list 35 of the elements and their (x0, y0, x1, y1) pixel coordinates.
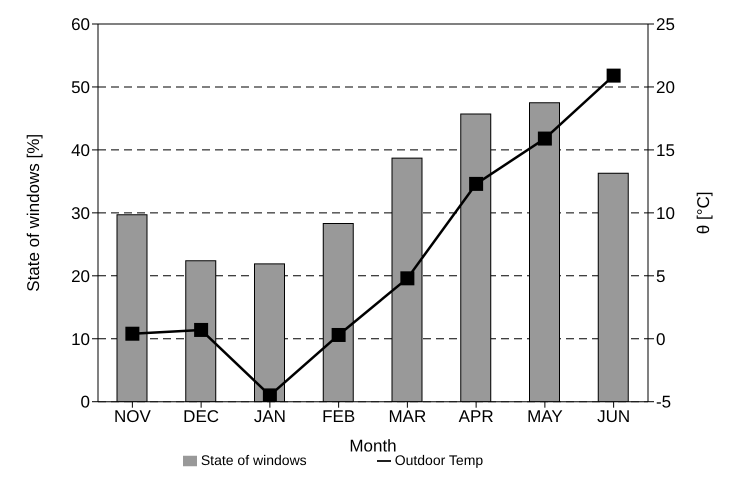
point (125, 326, 140, 341)
x-tick-label: DEC (183, 406, 220, 426)
point (332, 328, 346, 342)
y2-tick-label: 5 (656, 266, 666, 286)
y-axis-title: State of windows [%] (24, 134, 44, 292)
point (538, 132, 552, 146)
x-tick-label: MAR (388, 406, 426, 426)
y-tick-label: 30 (71, 204, 90, 223)
y2-tick-label: 20 (656, 78, 675, 97)
point (262, 388, 277, 402)
y2-tick-label: 10 (656, 204, 675, 223)
legend-label: State of windows (200, 452, 307, 468)
x-tick-label: APR (458, 406, 494, 426)
y2-tick-label: 25 (656, 15, 675, 34)
point (400, 271, 414, 286)
x-tick-label: MAY (527, 406, 563, 426)
x-tick-label: JAN (254, 406, 286, 426)
y-tick-label: 40 (71, 140, 90, 160)
y-tick-label: 50 (71, 78, 90, 97)
y2-tick-label: 0 (656, 330, 666, 349)
x-tick-label: JUN (597, 406, 630, 426)
y-tick-label: 60 (71, 15, 90, 34)
point (194, 322, 208, 337)
y-tick-label: 20 (71, 266, 90, 286)
y2-axis-title: θ [°C] (694, 192, 714, 234)
x-tick-label: NOV (114, 406, 152, 426)
legend-label: Outdoor Temp (394, 452, 484, 468)
y-tick-label: 10 (71, 330, 90, 349)
y-tick-label: 0 (80, 392, 90, 412)
point (469, 176, 484, 191)
x-tick-label: FEB (322, 406, 356, 426)
x-axis-title: Month (349, 436, 397, 456)
point (606, 68, 621, 83)
y2-tick-label: 15 (656, 140, 675, 160)
y2-tick-label: -5 (656, 392, 672, 412)
